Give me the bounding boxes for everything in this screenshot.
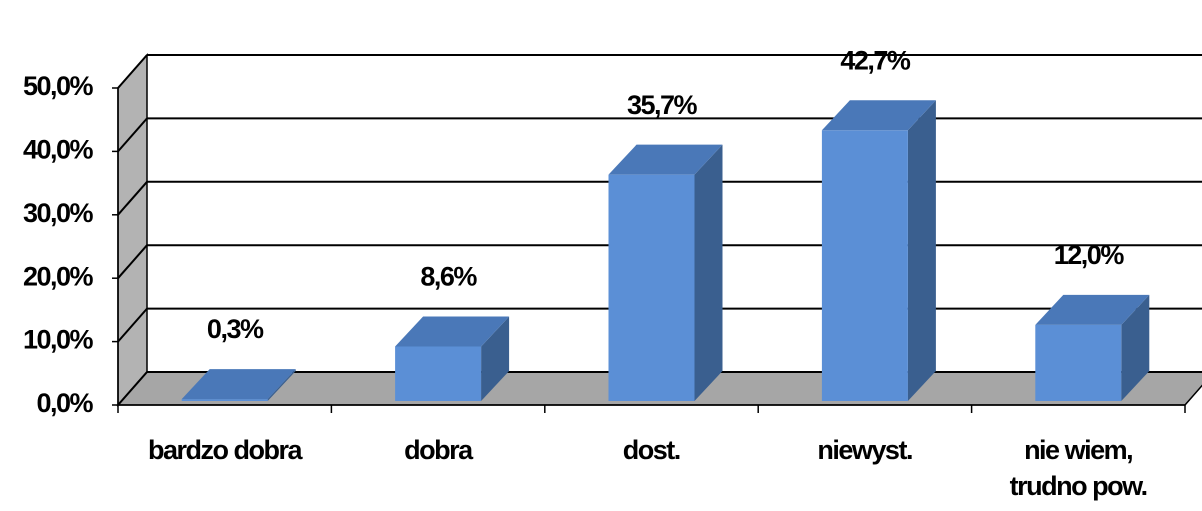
y-tick-label: 20,0% [23,261,94,291]
bar-side [1121,294,1150,401]
grid-line-side [117,181,148,216]
bar-top [821,100,936,131]
y-tick-label: 10,0% [23,325,94,355]
grid-line-side [117,117,148,153]
bar-side [267,369,296,401]
value-label: 8,6% [420,262,477,292]
y-tick-label: 0,0% [36,388,93,418]
bar-top [181,369,296,400]
bar [395,346,482,401]
y-tick-label: 30,0% [23,198,94,228]
bar-top [395,316,510,347]
x-tick-label: bardzo dobra [147,435,303,465]
bar-side [907,100,936,402]
grid-line-side [117,244,148,279]
x-tick-label: dost. [622,435,682,465]
grid-line-side [117,371,148,406]
bar-top [608,144,723,175]
bar [821,130,908,402]
x-tick-label: dobra [404,435,473,465]
grid-line-side [117,307,148,343]
x-tick-label: niewyst. [817,435,913,465]
y-tick-label: 40,0% [23,135,94,165]
bar [181,399,268,401]
side-wall [117,53,148,407]
grid-line-side [117,54,148,89]
y-tick-label: 50,0% [23,71,94,101]
bar-side [694,144,723,402]
value-label: 35,7% [627,90,698,120]
value-label: 42,7% [840,45,911,75]
value-label: 0,3% [207,314,264,344]
bar-side [481,316,510,401]
x-tick-label: nie wiem, trudno pow. [1009,435,1148,501]
bar [608,174,695,401]
value-label: 12,0% [1054,240,1125,270]
bar [1035,324,1122,401]
bar-top [1035,294,1150,325]
